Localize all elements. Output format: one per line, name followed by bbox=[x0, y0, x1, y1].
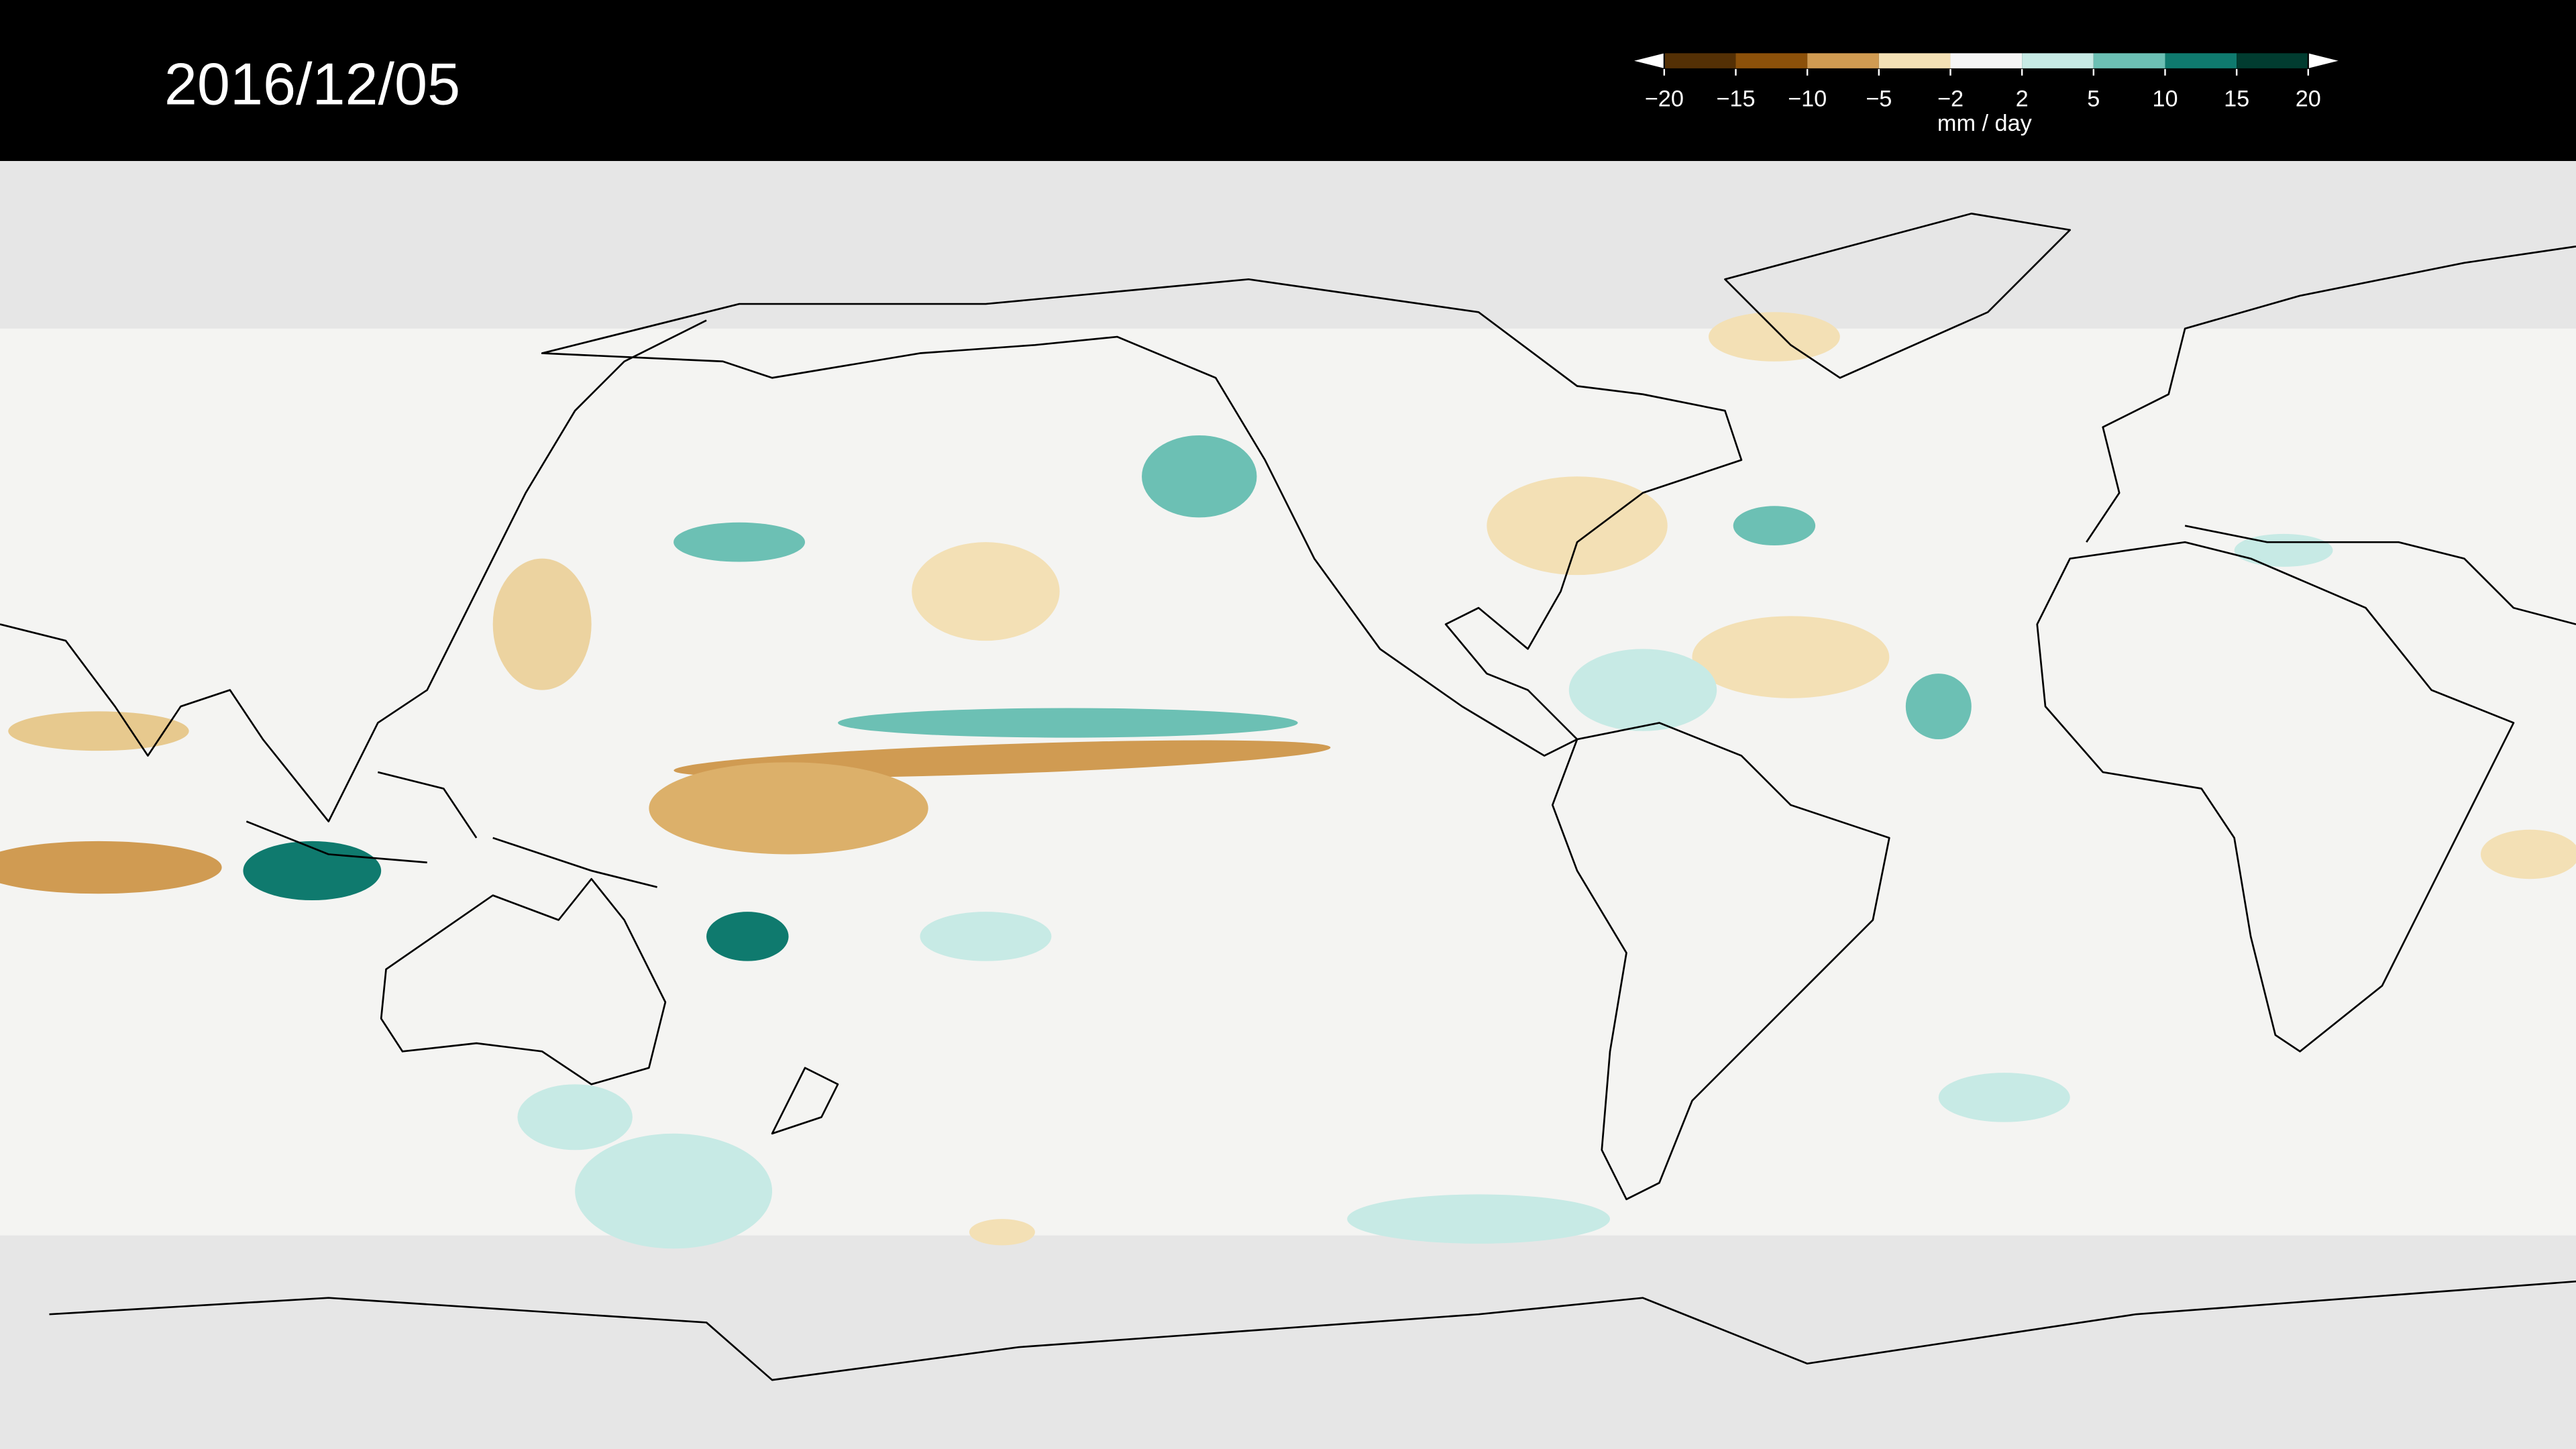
wet-anomaly bbox=[1733, 506, 1816, 546]
coastlines bbox=[0, 213, 2576, 1381]
south-america bbox=[1551, 722, 1890, 1201]
anomaly-field bbox=[0, 312, 2576, 1249]
colorbar-tick-label: 10 bbox=[2152, 86, 2178, 111]
wet-anomaly bbox=[517, 1084, 633, 1150]
colorbar-bin bbox=[2165, 52, 2237, 69]
dry-anomaly bbox=[8, 711, 189, 751]
colorbar-tick-label: −5 bbox=[1866, 86, 1892, 111]
wet-anomaly bbox=[575, 1133, 773, 1249]
asia-east bbox=[2184, 525, 2576, 625]
wet-anomaly bbox=[243, 841, 382, 901]
dry-anomaly bbox=[1487, 476, 1668, 576]
wet-anomaly bbox=[837, 708, 1298, 738]
colorbar-frame bbox=[1663, 52, 2309, 70]
colorbar-tick-label: −15 bbox=[1716, 86, 1755, 111]
indonesia bbox=[246, 771, 657, 888]
dry-anomaly bbox=[2480, 829, 2576, 879]
antarctica bbox=[49, 1280, 2576, 1381]
africa bbox=[2036, 541, 2515, 1053]
wet-anomaly bbox=[1142, 435, 1257, 518]
north-america bbox=[541, 278, 1743, 757]
colorbar: mm / day −20 −15 −10 −5 −2 2 5 10 15 20 bbox=[1631, 52, 2342, 136]
colorbar-bin bbox=[1664, 52, 1736, 69]
wet-anomaly bbox=[1347, 1194, 1610, 1244]
colorbar-tick-label: −20 bbox=[1645, 86, 1684, 111]
colorbar-bin bbox=[1950, 52, 2023, 69]
wet-anomaly bbox=[920, 912, 1052, 961]
wet-anomaly bbox=[1938, 1073, 2070, 1122]
colorbar-bin bbox=[1735, 52, 1808, 69]
data-region bbox=[0, 328, 2576, 1236]
colorbar-unit: mm / day bbox=[1937, 111, 2033, 136]
colorbar-bin bbox=[2022, 52, 2094, 69]
colorbar-tick-label: 2 bbox=[2016, 86, 2029, 111]
colorbar-bin bbox=[2093, 52, 2165, 69]
europe bbox=[2086, 246, 2576, 543]
wet-anomaly bbox=[674, 522, 805, 562]
dry-anomaly bbox=[1692, 616, 1890, 698]
dry-anomaly bbox=[649, 762, 928, 855]
colorbar-bin bbox=[2237, 52, 2308, 69]
dry-anomaly bbox=[969, 1219, 1035, 1246]
colorbar-tick-label: −2 bbox=[1937, 86, 1964, 111]
asia-west bbox=[0, 319, 707, 822]
colorbar-bin bbox=[1878, 52, 1951, 69]
colorbar-tick-label: 5 bbox=[2087, 86, 2100, 111]
dry-anomaly bbox=[912, 542, 1060, 641]
wet-anomaly bbox=[1905, 674, 1972, 740]
colorbar-tick-label: 20 bbox=[2296, 86, 2321, 111]
dry-anomaly bbox=[1708, 312, 1840, 362]
australia bbox=[380, 877, 667, 1085]
greenland bbox=[1724, 213, 2072, 379]
wet-anomaly bbox=[1568, 649, 1717, 731]
colorbar-bin bbox=[1807, 52, 1879, 69]
header-bar bbox=[0, 0, 2576, 161]
dry-anomaly bbox=[0, 841, 222, 894]
dry-anomaly bbox=[492, 558, 592, 690]
new-zealand bbox=[771, 1067, 839, 1135]
wet-anomaly bbox=[706, 912, 789, 961]
date-label: 2016/12/05 bbox=[164, 51, 460, 117]
colorbar-tick-label: 15 bbox=[2224, 86, 2249, 111]
map-area bbox=[0, 161, 2576, 1449]
colorbar-tick-label: −10 bbox=[1788, 86, 1827, 111]
